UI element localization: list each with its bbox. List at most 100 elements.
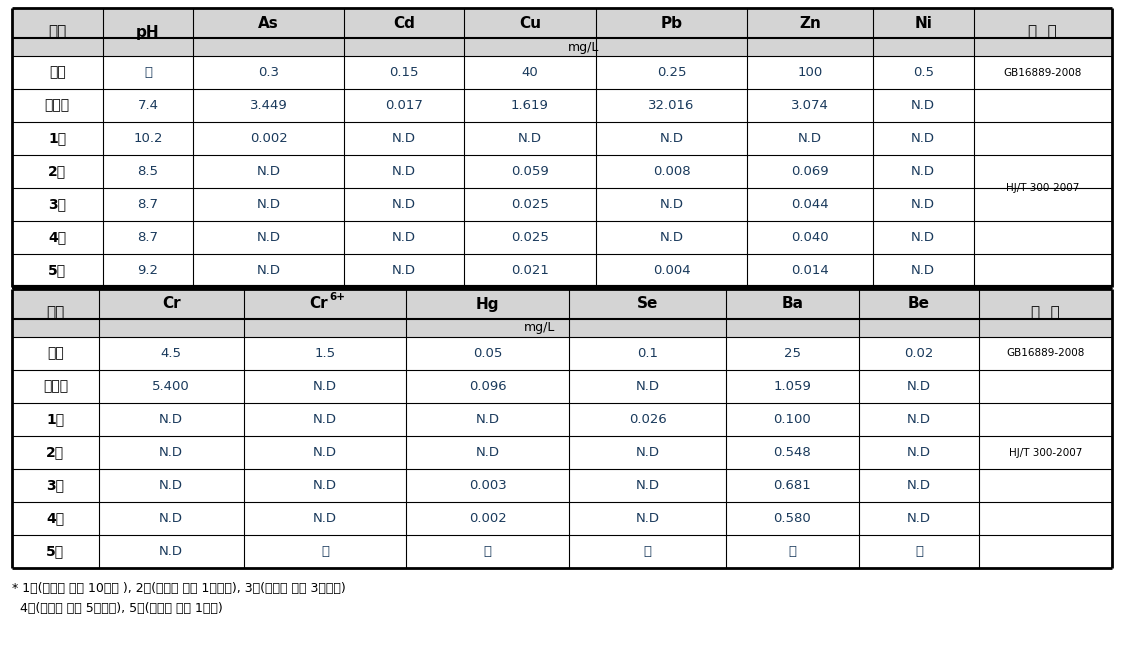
Text: N.D: N.D [912, 99, 935, 112]
Text: N.D: N.D [912, 132, 935, 145]
Text: N.D: N.D [907, 512, 931, 525]
Text: HJ/T 300-2007: HJ/T 300-2007 [1006, 183, 1079, 193]
Text: 0.014: 0.014 [791, 264, 828, 277]
Bar [747, 8, 873, 38]
Bar [859, 319, 979, 337]
Text: －: － [788, 545, 797, 558]
Text: N.D: N.D [312, 446, 337, 459]
Bar [596, 8, 747, 38]
Text: N.D: N.D [256, 264, 281, 277]
Text: 3회: 3회 [46, 479, 64, 493]
Bar [12, 8, 102, 38]
Text: Ba: Ba [781, 297, 804, 312]
Text: 40: 40 [522, 66, 538, 79]
Text: N.D: N.D [312, 413, 337, 426]
Text: 3.449: 3.449 [250, 99, 288, 112]
Text: 0.025: 0.025 [511, 198, 549, 211]
Text: 3.074: 3.074 [791, 99, 828, 112]
Bar [102, 38, 193, 56]
Text: N.D: N.D [392, 132, 416, 145]
Text: N.D: N.D [475, 446, 500, 459]
Text: Ni: Ni [914, 15, 932, 30]
Text: N.D: N.D [636, 380, 660, 393]
Text: 0.025: 0.025 [511, 231, 549, 244]
Text: N.D: N.D [660, 231, 683, 244]
Text: 비  고: 비 고 [1032, 306, 1060, 321]
Text: N.D: N.D [475, 413, 500, 426]
Text: 0.040: 0.040 [791, 231, 828, 244]
Text: N.D: N.D [912, 231, 935, 244]
Bar [12, 319, 99, 337]
Text: 5.400: 5.400 [153, 380, 190, 393]
Bar [407, 289, 569, 319]
Text: 2회: 2회 [48, 164, 66, 179]
Text: 8.5: 8.5 [137, 165, 158, 178]
Bar [464, 38, 596, 56]
Text: －: － [321, 545, 329, 558]
Bar [569, 319, 726, 337]
Text: N.D: N.D [160, 479, 183, 492]
Text: 0.096: 0.096 [469, 380, 507, 393]
Text: 0.3: 0.3 [259, 66, 279, 79]
Text: Cd: Cd [393, 15, 415, 30]
Text: N.D: N.D [312, 479, 337, 492]
Text: N.D: N.D [907, 479, 931, 492]
Text: GB16889-2008: GB16889-2008 [1006, 348, 1085, 359]
Text: 0.008: 0.008 [653, 165, 690, 178]
Bar [726, 289, 859, 319]
Bar [973, 38, 1112, 56]
Text: N.D: N.D [636, 512, 660, 525]
Text: 7.4: 7.4 [137, 99, 158, 112]
Bar [99, 319, 244, 337]
Text: N.D: N.D [160, 512, 183, 525]
Text: N.D: N.D [392, 264, 416, 277]
Text: 0.580: 0.580 [773, 512, 812, 525]
Text: 1.619: 1.619 [511, 99, 549, 112]
Text: 5회: 5회 [46, 544, 64, 559]
Text: 구분: 구분 [48, 25, 66, 39]
Text: 0.02: 0.02 [905, 347, 934, 360]
Text: 0.069: 0.069 [791, 165, 828, 178]
Text: N.D: N.D [160, 545, 183, 558]
Text: Cu: Cu [519, 15, 541, 30]
Text: N.D: N.D [907, 446, 931, 459]
Bar [193, 8, 344, 38]
Text: 0.021: 0.021 [511, 264, 549, 277]
Text: 100: 100 [797, 66, 823, 79]
Text: 4회(안정화 처리 5개월후), 5회(안정화 처리 1년후): 4회(안정화 처리 5개월후), 5회(안정화 처리 1년후) [12, 602, 223, 615]
Text: 처리전: 처리전 [43, 379, 67, 393]
Text: 기준: 기준 [49, 66, 65, 79]
Text: N.D: N.D [312, 512, 337, 525]
Text: N.D: N.D [636, 479, 660, 492]
Text: 1.059: 1.059 [773, 380, 812, 393]
Bar [344, 8, 464, 38]
Text: N.D: N.D [907, 380, 931, 393]
Bar [102, 8, 193, 38]
Text: N.D: N.D [256, 165, 281, 178]
Text: 0.059: 0.059 [511, 165, 549, 178]
Bar [569, 289, 726, 319]
Text: 9.2: 9.2 [137, 264, 158, 277]
Bar [596, 38, 747, 56]
Text: N.D: N.D [912, 264, 935, 277]
Text: HJ/T 300-2007: HJ/T 300-2007 [1009, 448, 1082, 457]
Text: 0.003: 0.003 [469, 479, 507, 492]
Text: N.D: N.D [798, 132, 822, 145]
Text: Be: Be [908, 297, 930, 312]
Text: Hg: Hg [477, 297, 499, 312]
Bar [873, 38, 973, 56]
Text: 구분: 구분 [46, 306, 64, 321]
Text: N.D: N.D [392, 198, 416, 211]
Text: 0.100: 0.100 [773, 413, 812, 426]
Text: * 1회(안정화 처리 10일후 ), 2회(안정화 처리 1개월후), 3회(안정화 처리 3개월후): * 1회(안정화 처리 10일후 ), 2회(안정화 처리 1개월후), 3회(… [12, 582, 346, 595]
Bar [747, 38, 873, 56]
Text: 10.2: 10.2 [133, 132, 163, 145]
Text: N.D: N.D [312, 380, 337, 393]
Bar [464, 8, 596, 38]
Text: 처리전: 처리전 [45, 99, 70, 112]
Text: 0.044: 0.044 [791, 198, 828, 211]
Text: －: － [144, 66, 152, 79]
Text: 0.681: 0.681 [773, 479, 812, 492]
Text: Zn: Zn [799, 15, 821, 30]
Text: 0.5: 0.5 [913, 66, 934, 79]
